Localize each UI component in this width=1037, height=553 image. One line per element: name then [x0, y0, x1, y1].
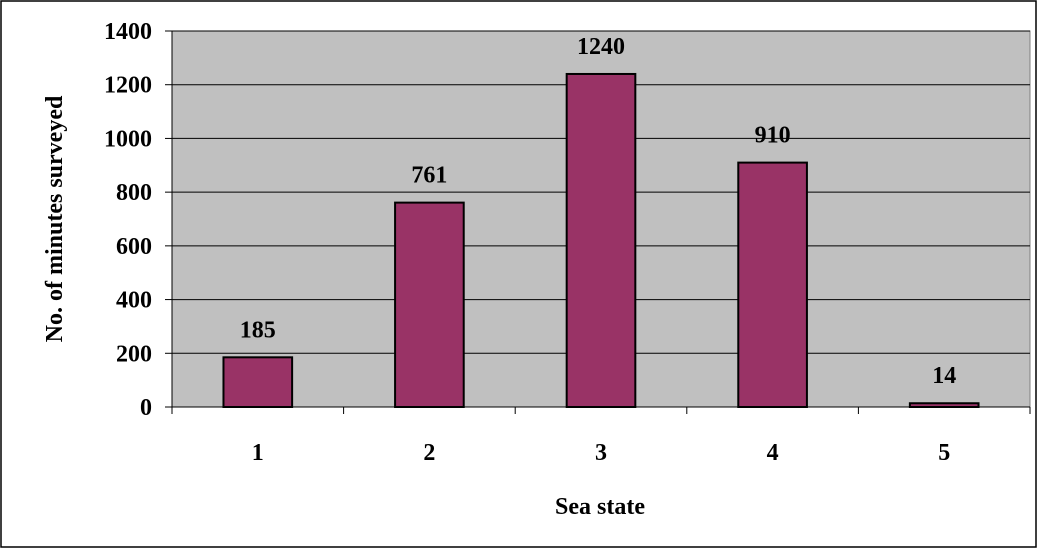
x-tick-label: 3 — [595, 440, 607, 466]
x-tick-label: 4 — [767, 440, 779, 466]
y-tick-label: 800 — [116, 180, 152, 206]
y-tick-label: 400 — [116, 288, 152, 314]
data-label: 185 — [240, 317, 276, 343]
x-tick-label: 1 — [252, 440, 264, 466]
x-tick-label: 2 — [423, 440, 435, 466]
y-tick-label: 200 — [116, 341, 152, 367]
bar — [565, 72, 637, 408]
bar — [737, 161, 808, 408]
y-tick-label: 600 — [116, 234, 152, 260]
data-label: 761 — [411, 163, 447, 189]
y-tick-label: 1400 — [104, 19, 152, 45]
labels: 0 200 400 600 800 1000 1200 1400 185 1 761 2 1240 3 91… — [104, 19, 956, 466]
y-tick-label: 1000 — [104, 126, 152, 152]
bar — [908, 402, 980, 408]
x-tick-label: 5 — [938, 440, 950, 466]
y-tick-label: 0 — [140, 395, 152, 421]
bar — [222, 356, 294, 409]
data-label: 1240 — [577, 34, 625, 60]
bars — [222, 72, 980, 409]
bar — [394, 201, 465, 408]
data-label: 910 — [755, 123, 791, 149]
y-tick-label: 1200 — [104, 73, 152, 99]
x-axis-title: Sea state — [555, 494, 645, 520]
axes — [165, 30, 1031, 414]
y-axis-title: No. of minutes surveyed — [42, 95, 68, 342]
data-label: 14 — [932, 363, 956, 389]
